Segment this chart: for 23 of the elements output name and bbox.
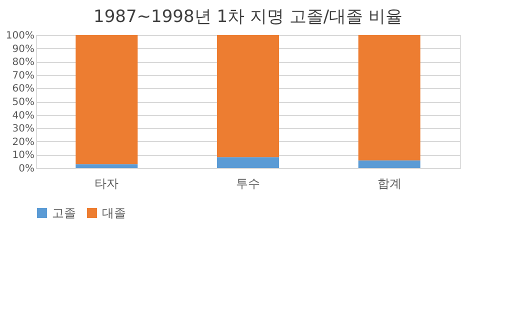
bar (358, 35, 420, 160)
y-tick-label: 70% (12, 70, 34, 82)
y-tick-label: 30% (12, 124, 34, 135)
y-tick-label: 40% (12, 110, 34, 122)
y-tick-label: 10% (12, 150, 34, 162)
y-tick-label: 20% (12, 136, 34, 148)
y-tick-label: 0% (18, 164, 34, 174)
y-tick-label: 100% (6, 30, 34, 42)
x-tick-label: 투수 (236, 176, 260, 190)
bar (358, 160, 420, 168)
y-tick-label: 90% (12, 44, 34, 55)
bar (217, 35, 279, 158)
chart-title: 1987~1998년 1차 지명 고졸/대졸 비율 (94, 7, 402, 27)
y-tick-label: 50% (12, 97, 34, 108)
bar (217, 157, 279, 168)
bar (76, 164, 138, 168)
x-tick-label: 합계 (377, 176, 402, 190)
y-tick-label: 80% (12, 57, 34, 68)
bar (76, 35, 138, 164)
legend-label: 고졸 (52, 206, 76, 220)
y-tick-label: 60% (12, 84, 34, 95)
x-tick-label: 타자 (94, 176, 119, 190)
legend-label: 대졸 (102, 206, 126, 220)
